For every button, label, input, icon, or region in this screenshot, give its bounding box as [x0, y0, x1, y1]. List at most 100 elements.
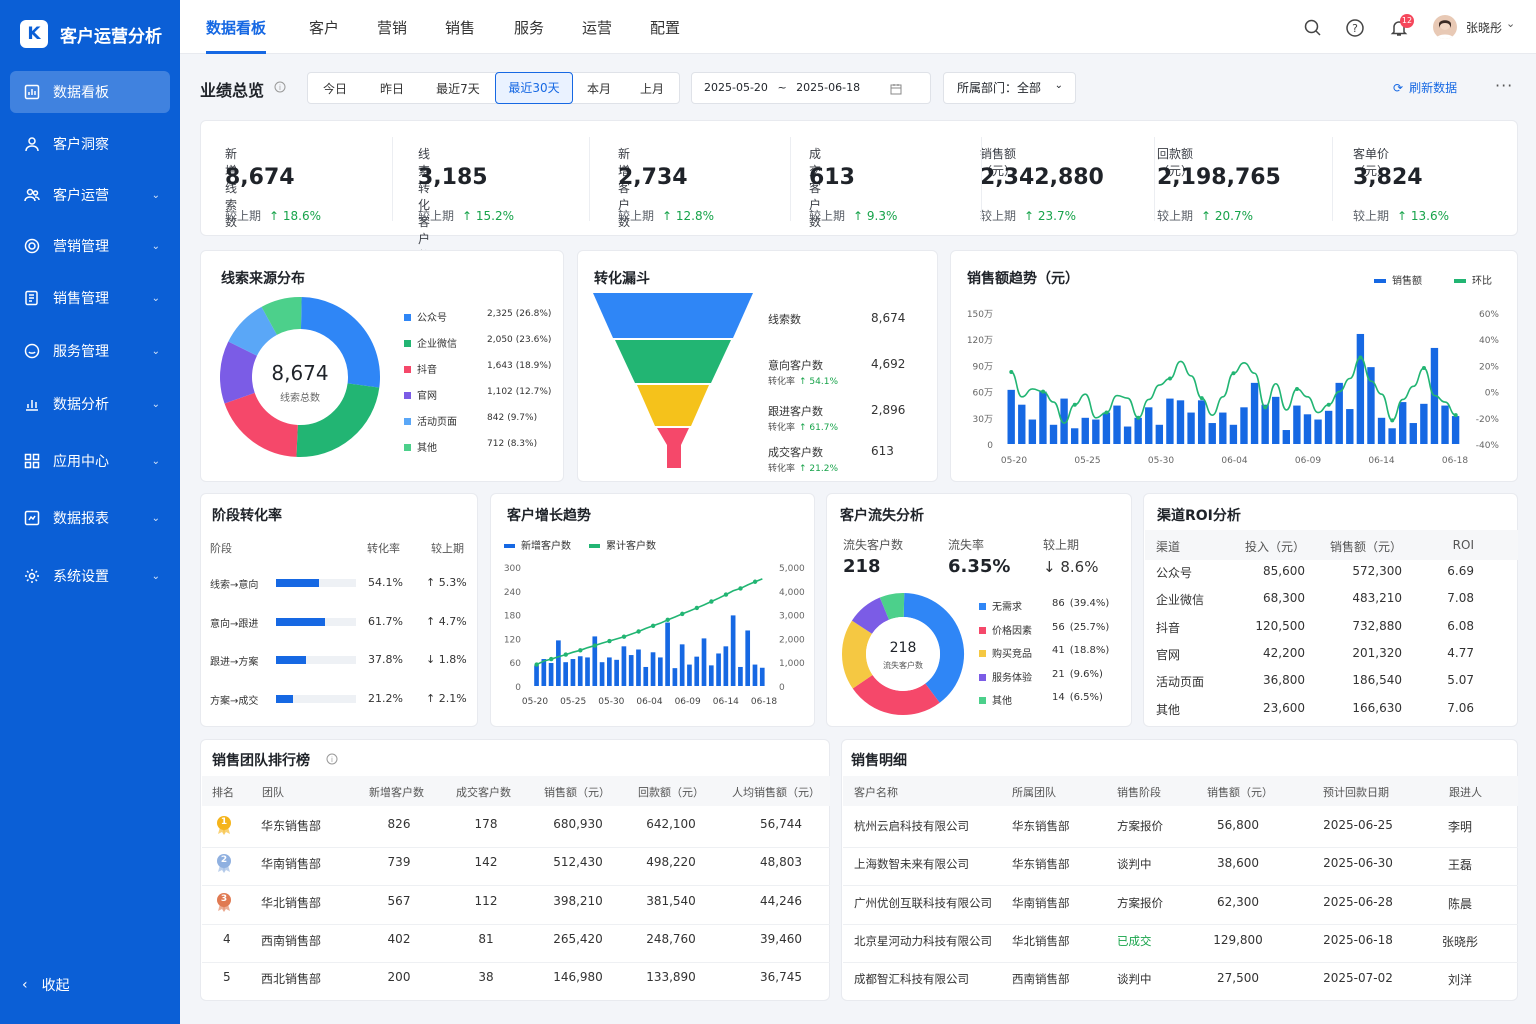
date-range-picker[interactable]: 2025-05-20 ~ 2025-06-18 [691, 72, 931, 104]
roi-cell: 36,800 [1263, 673, 1305, 688]
svg-text:?: ? [1352, 22, 1358, 35]
range-today[interactable]: 今日 [322, 82, 347, 96]
kpi-compare: 较上期 ↑ 20.7% [1157, 207, 1253, 224]
range-yesterday[interactable]: 昨日 [379, 82, 404, 96]
info-icon[interactable]: i [326, 753, 338, 765]
growth-title: 客户增长趋势 [507, 508, 591, 524]
growth-bar [752, 664, 758, 686]
mom-point [1231, 371, 1236, 376]
kpi-compare-label: 较上期 [1157, 209, 1194, 223]
growth-bar [621, 646, 627, 686]
tab-operations[interactable]: 运营 [582, 19, 613, 37]
roi-cell: 抖音 [1156, 620, 1181, 635]
sidebar-item-service[interactable]: 服务管理 ⌄ [10, 330, 170, 372]
legend-label: 其他 [992, 696, 1012, 707]
sidebar-item-settings[interactable]: 系统设置 ⌄ [10, 555, 170, 597]
roi-cell: 公众号 [1156, 566, 1193, 580]
detail-cell: 2025-06-30 [1323, 856, 1393, 871]
legend-value: 1,643 (18.9%) [487, 361, 551, 371]
info-icon[interactable]: i [274, 81, 286, 93]
stage-rate: 37.8% [368, 653, 403, 666]
range-last-month[interactable]: 上月 [639, 82, 664, 96]
mom-point [1009, 369, 1014, 374]
kpi-label: 线索转化客户数 [418, 147, 431, 263]
service-icon [24, 343, 40, 359]
legend-value: 86 (39.4%) [1052, 598, 1109, 609]
funnel-stage-1 [593, 293, 753, 338]
legend-swatch [404, 340, 411, 347]
chevron-down-icon[interactable]: ⌄ [1506, 17, 1516, 30]
sidebar-item-reports[interactable]: 数据报表 ⌄ [10, 497, 170, 539]
tab-sales[interactable]: 销售 [445, 19, 476, 37]
legend-label: 抖音 [417, 365, 437, 376]
ranking-cell: 44,246 [760, 893, 802, 908]
refresh-label: 刷新数据 [1409, 81, 1458, 95]
range-30d[interactable]: 最近30天 [495, 72, 573, 104]
legend-label: 服务体验 [992, 672, 1032, 684]
roi-cell: 官网 [1156, 647, 1181, 662]
roi-cell: 23,600 [1263, 700, 1305, 715]
sidebar-item-analysis[interactable]: 数据分析 ⌄ [10, 383, 170, 425]
sidebar-item-insight[interactable]: 客户洞察 [10, 123, 170, 165]
growth-bar [577, 656, 583, 686]
legend-pct: (18.8%) [1069, 645, 1110, 656]
funnel-stage-value: 4,692 [871, 357, 906, 371]
roi-cell: 7.08 [1447, 591, 1474, 606]
range-7d[interactable]: 最近7天 [436, 82, 480, 96]
growth-bar [657, 657, 663, 686]
sidebar-item-apps[interactable]: 应用中心 ⌄ [10, 440, 170, 482]
growth-panel: 客户增长趋势 新增客户数 累计客户数 0 60 120 180 240 300 0 1,000… [490, 493, 815, 727]
sidebar-item-marketing[interactable]: 营销管理 ⌄ [10, 225, 170, 267]
detail-header: 跟进人 [1449, 786, 1482, 799]
more-icon[interactable]: ··· [1495, 76, 1514, 95]
rank-number: 3 [220, 893, 228, 904]
ranking-header: 人均销售额（元） [732, 786, 820, 799]
stage-delta-value: 1.8% [438, 653, 467, 666]
donut-slice [300, 297, 380, 388]
help-icon[interactable]: ? [1345, 18, 1365, 38]
tab-dashboard[interactable]: 数据看板 [206, 0, 267, 54]
sidebar-item-dashboard[interactable]: 数据看板 [10, 71, 170, 113]
tab-marketing[interactable]: 营销 [377, 19, 408, 37]
sales-bar [1303, 414, 1312, 444]
sales-bar [1166, 398, 1174, 444]
growth-bar [708, 665, 714, 686]
dashboard-icon [24, 84, 40, 100]
avatar[interactable] [1433, 15, 1457, 39]
collapse-button[interactable]: ‹ 收起 [22, 975, 70, 995]
date-to: 2025-06-18 [796, 81, 861, 94]
row-divider [202, 847, 830, 848]
row-divider [202, 961, 830, 963]
growth-chart: 0 60 120 180 240 300 0 1,000 2,000 3,000 4,000 5,00… [504, 564, 805, 707]
detail-cell: 西南销售部 [1012, 972, 1070, 987]
search-icon[interactable] [1303, 18, 1323, 38]
department-select[interactable]: 所属部门：全部 ⌄ [943, 72, 1076, 104]
mom-point [1390, 418, 1395, 423]
mom-point [1453, 413, 1458, 418]
refresh-button[interactable]: ⟳ 刷新数据 [1393, 79, 1457, 96]
kpi-divider [1332, 137, 1333, 221]
rank-number: 2 [220, 855, 228, 866]
kpi-delta: ↑ 13.6% [1397, 209, 1450, 223]
roi-cell: 201,320 [1352, 645, 1402, 660]
growth-bar [548, 662, 554, 686]
user-name[interactable]: 张晓彤 [1466, 21, 1503, 35]
kpi-value: 2,198,765 [1157, 165, 1281, 190]
x-tick-label: 05-20 [1001, 456, 1027, 466]
tab-customers[interactable]: 客户 [309, 19, 340, 37]
tab-service[interactable]: 服务 [514, 19, 545, 37]
range-month[interactable]: 本月 [586, 82, 611, 96]
legend-value: 14 (6.5%) [1052, 692, 1103, 703]
sales-bar [1388, 428, 1396, 444]
kpi-value: 613 [809, 165, 855, 190]
sidebar-item-operation[interactable]: 客户运营 ⌄ [10, 174, 170, 216]
ranking-cell: 4 [223, 931, 231, 946]
churn-rate: 6.35% [948, 556, 1011, 577]
churn-count: 218 [843, 556, 881, 577]
tab-config[interactable]: 配置 [650, 19, 681, 37]
sidebar-item-sales[interactable]: 销售管理 ⌄ [10, 277, 170, 319]
stage-panel: 阶段转化率 阶段 转化率 较上期 线索→意向 54.1% ↑ 5.3% 意向→跟进 61… [200, 493, 478, 727]
kpi-divider [981, 137, 982, 221]
growth-bar [665, 622, 670, 686]
x-tick-label: 06-14 [713, 697, 739, 707]
